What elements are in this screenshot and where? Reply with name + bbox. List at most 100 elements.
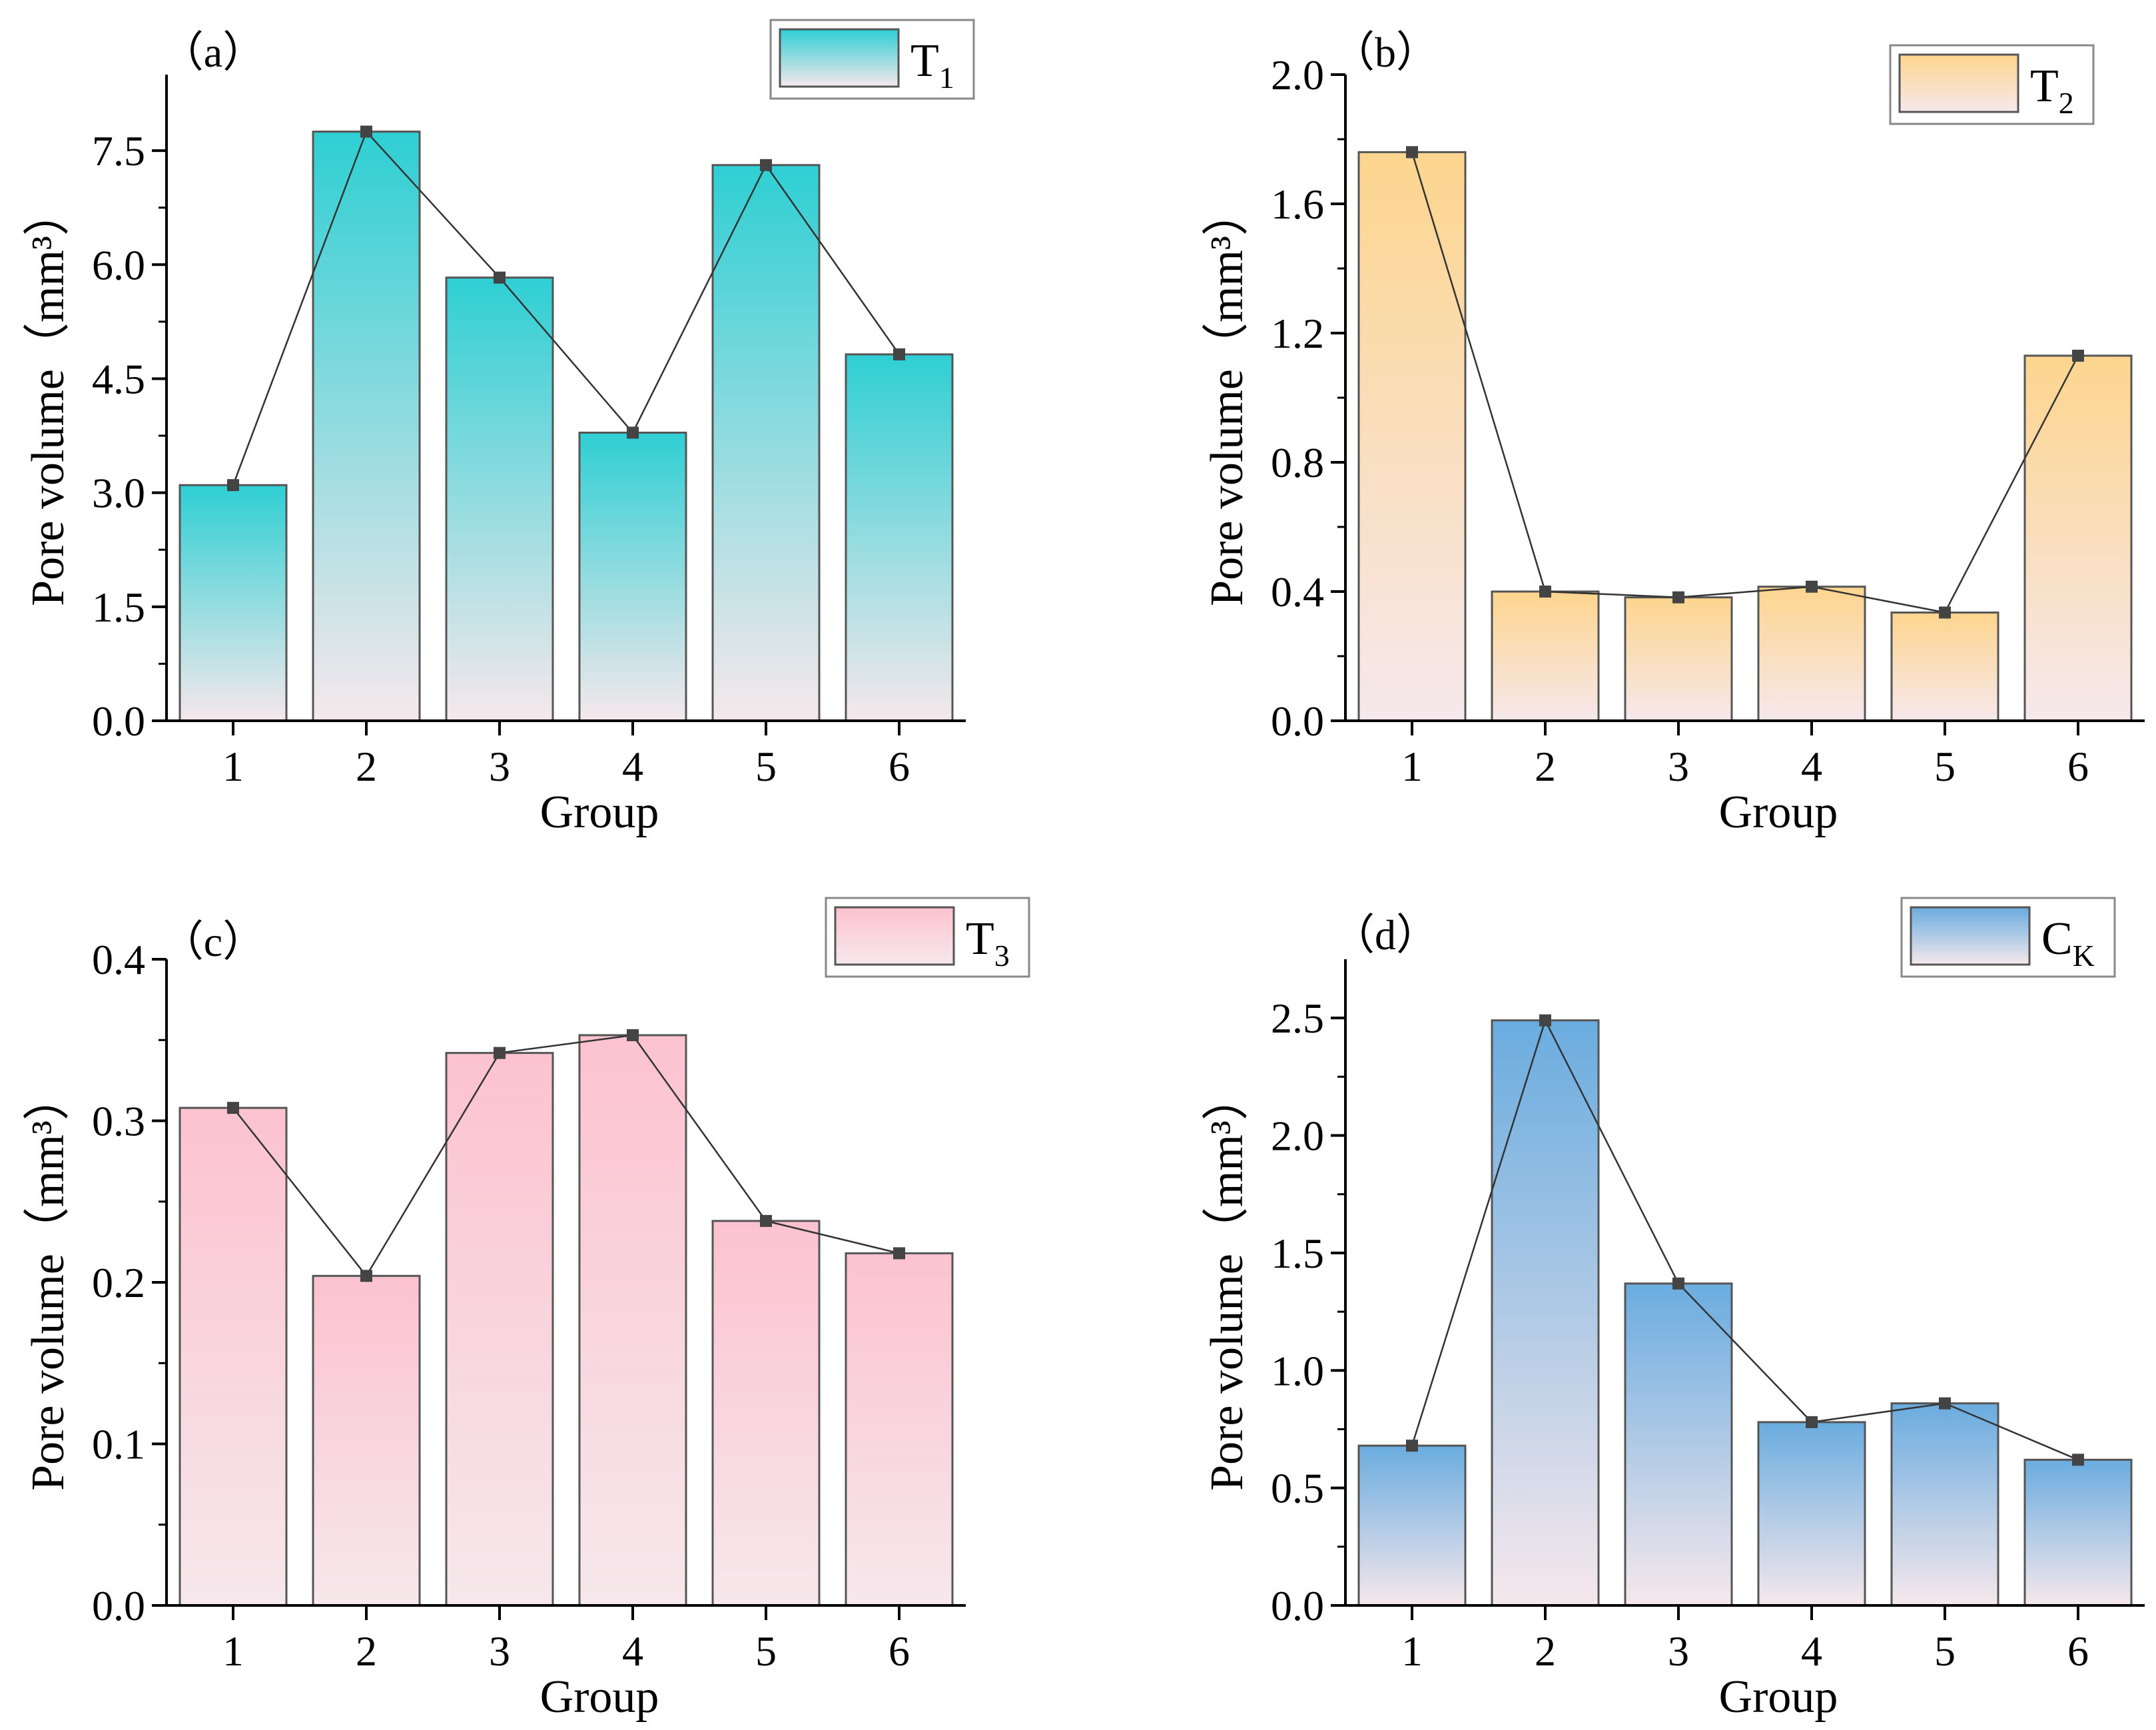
x-tick-label: 4 (622, 1627, 643, 1675)
data-point-4 (1806, 1416, 1818, 1428)
bar-group-4 (1757, 1421, 1866, 1607)
legend-swatch (779, 28, 900, 88)
y-axis-title: Pore volume（mm³） (23, 1074, 74, 1491)
legend-subscript: K (2073, 939, 2095, 973)
data-point-4 (627, 1029, 639, 1041)
data-point-1 (227, 479, 239, 492)
data-point-3 (494, 271, 506, 284)
x-tick-label: 3 (1668, 743, 1689, 790)
y-axis-title: Pore volume（mm³） (23, 189, 74, 606)
y-tick-label: 2.0 (1271, 51, 1324, 99)
chart-panel-1: 0.0 1.5 3.0 4.5 6.0 7.5 1 2 3 4 5 6 Group Pore volume… (23, 19, 975, 838)
legend-subscript: 1 (939, 61, 954, 95)
bar-group-1 (179, 1106, 288, 1607)
y-tick-label: 1.5 (1271, 1230, 1324, 1277)
x-tick-label: 5 (1934, 1627, 1956, 1675)
legend-swatch (1898, 53, 2019, 113)
trend-line (1411, 1018, 2079, 1461)
data-point-2 (360, 125, 372, 138)
y-tick-label: 1.5 (92, 584, 145, 631)
x-axis-title: Group (540, 787, 659, 838)
data-point-5 (1939, 606, 1951, 619)
y-tick-label: 4.5 (92, 355, 145, 402)
chart-panel-3: 0.0 0.1 0.2 0.3 0.4 1 2 3 4 5 6 Group Pore volume（mm… (23, 897, 1030, 1723)
data-point-1 (227, 1102, 239, 1114)
y-tick-label: 0.5 (1271, 1465, 1324, 1512)
data-point-6 (2072, 1454, 2084, 1466)
data-point-2 (1539, 586, 1551, 598)
x-tick-label: 3 (489, 1627, 510, 1675)
y-tick-label: 0.0 (92, 1582, 145, 1629)
legend-label: CK (2041, 913, 2095, 973)
y-tick-label: 0.8 (1271, 439, 1324, 486)
x-tick-label: 6 (889, 1627, 910, 1675)
bar-group-5 (1890, 1402, 1999, 1607)
legend: T1 (769, 19, 975, 100)
y-tick-label: 0.3 (92, 1098, 145, 1145)
x-axis-title: Group (1719, 787, 1838, 838)
x-tick-label: 1 (222, 1627, 244, 1675)
y-tick-label: 0.4 (1271, 568, 1324, 616)
y-tick-label: 1.6 (1271, 181, 1324, 228)
bar-group-2 (312, 1274, 421, 1607)
y-tick-label: 6.0 (92, 241, 145, 288)
x-tick-label: 2 (1535, 1627, 1556, 1675)
x-tick-label: 6 (2067, 1627, 2089, 1675)
data-point-2 (1539, 1014, 1551, 1027)
bar-group-1 (179, 484, 288, 722)
y-tick-label: 3.0 (92, 470, 145, 517)
y-axis-title: Pore volume（mm³） (1202, 189, 1253, 606)
bar-group-6 (845, 1252, 954, 1607)
bar-group-3 (1624, 1282, 1733, 1607)
data-point-4 (1806, 580, 1818, 593)
bar-group-2 (312, 131, 421, 722)
x-tick-label: 1 (1401, 743, 1423, 790)
x-tick-label: 3 (489, 743, 510, 790)
legend: CK (1900, 897, 2116, 978)
x-tick-label: 2 (1535, 743, 1556, 790)
bar-group-2 (1491, 590, 1600, 722)
legend-swatch (1910, 906, 2031, 966)
x-axis-title: Group (1719, 1671, 1838, 1723)
data-point-6 (893, 348, 905, 360)
y-tick-label: 0.0 (1271, 1582, 1324, 1629)
bar-group-6 (845, 353, 954, 722)
data-point-1 (1406, 1440, 1418, 1452)
data-point-6 (2072, 349, 2084, 362)
y-tick-label: 0.0 (92, 697, 145, 745)
data-point-3 (1672, 1277, 1684, 1290)
x-tick-label: 4 (1801, 1627, 1822, 1675)
x-axis-title: Group (540, 1671, 659, 1723)
y-tick-label: 2.5 (1271, 995, 1324, 1042)
trend-line (1411, 152, 2079, 614)
chart-panel-2: 0.0 0.4 0.8 1.2 1.6 2.0 1 2 3 4 5 6 Group Pore volume… (1202, 29, 2145, 838)
data-point-6 (893, 1247, 905, 1260)
data-point-5 (1939, 1397, 1951, 1410)
bar-group-1 (1357, 1444, 1467, 1607)
x-tick-label: 6 (889, 743, 910, 790)
y-tick-label: 0.2 (92, 1259, 145, 1306)
bar-group-3 (445, 1052, 554, 1607)
bar-group-2 (1491, 1019, 1600, 1607)
x-tick-label: 5 (1934, 743, 1956, 790)
bar-group-4 (578, 1034, 687, 1607)
bar-group-5 (711, 164, 821, 722)
chart-panel-4: 0.0 0.5 1.0 1.5 2.0 2.5 1 2 3 4 5 6 Group Pore volume… (1202, 897, 2145, 1723)
y-tick-label: 0.0 (1271, 697, 1324, 745)
panel-label: （a） (161, 29, 265, 76)
bar-group-5 (1890, 612, 1999, 722)
x-tick-label: 5 (755, 1627, 777, 1675)
y-tick-label: 0.1 (92, 1421, 145, 1468)
bar-group-4 (1757, 586, 1866, 722)
bar-group-6 (2023, 354, 2133, 722)
trend-line (232, 130, 900, 486)
legend-label: T3 (966, 913, 1010, 973)
x-tick-label: 2 (356, 1627, 377, 1675)
panel-label: （b） (1332, 29, 1439, 76)
legend: T3 (825, 897, 1030, 978)
x-tick-label: 2 (356, 743, 377, 790)
panel-label: （c） (161, 918, 265, 965)
legend-subscript: 2 (2059, 86, 2074, 120)
legend-swatch (834, 906, 955, 966)
